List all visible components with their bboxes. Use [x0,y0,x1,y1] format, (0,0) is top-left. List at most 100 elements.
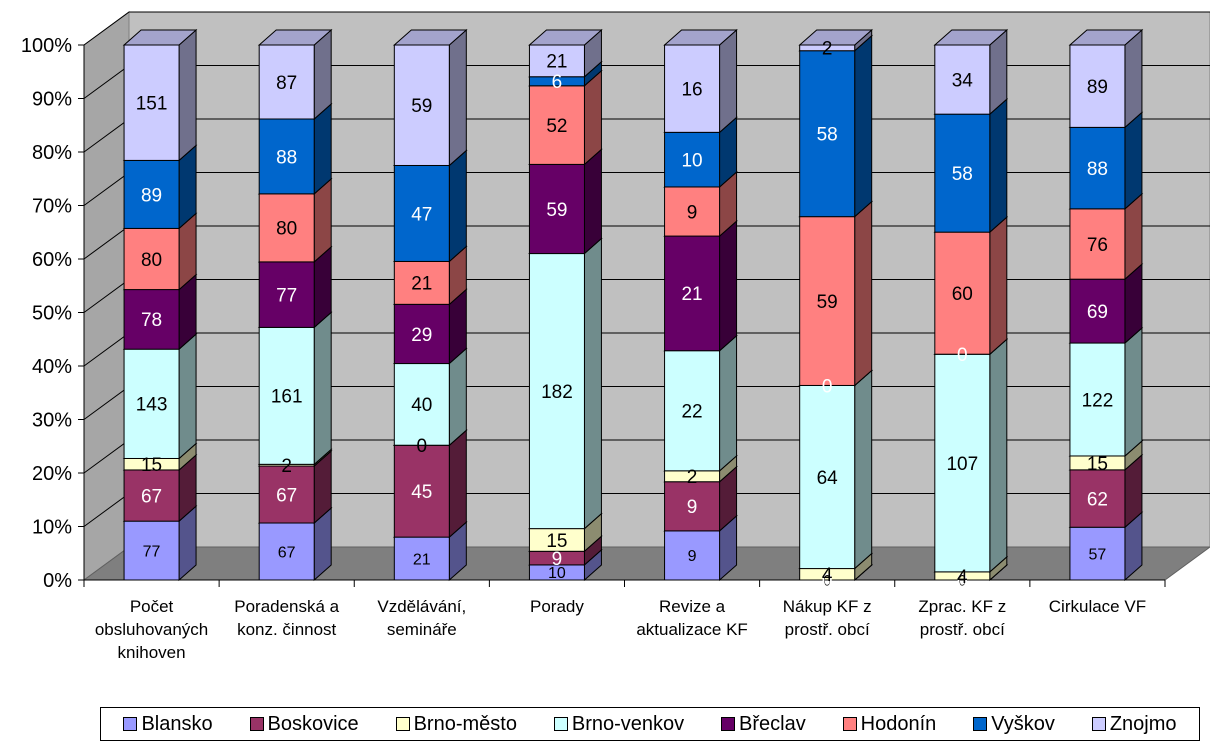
data-label: 4 [822,565,833,586]
y-tick-label: 100% [21,35,72,57]
data-label: 9 [552,549,563,570]
x-tick-label: Revize a [659,597,726,616]
bar-segment [1069,208,1126,280]
data-label: 9 [688,548,697,565]
data-label: 15 [546,531,567,552]
data-label: 77 [276,285,297,306]
bar-segment [393,303,450,365]
bars: 7767151437880891516767216177808887214504… [122,28,1144,592]
legend-item: Brno-město [395,712,517,736]
bar-segment [1069,526,1126,581]
x-tick-label: aktualizace KF [636,620,748,639]
bar-segment [123,44,180,161]
data-label: 34 [952,70,974,91]
y-tick-label: 60% [32,249,72,271]
y-tick-label: 80% [32,142,72,164]
data-label: 67 [276,485,297,506]
bar-segment [799,384,856,570]
y-tick-label: 90% [32,89,72,111]
bar-segment [1069,44,1126,128]
legend-item: Blansko [123,713,213,736]
bar-side [854,34,873,218]
x-tick-label: Zprac. KF z [918,597,1006,616]
legend-item: Brno-venkov [553,712,685,736]
x-tick-label: Vzdělávání, [377,597,466,616]
data-label: 10 [681,150,702,171]
bar-segment [393,44,450,166]
bar-side [178,28,197,162]
bar-segment [934,231,991,355]
data-label: 0 [417,436,428,457]
legend-swatch [1091,717,1106,731]
data-label: 16 [681,80,702,101]
data-label: 107 [946,454,978,475]
bar-segment [664,530,721,581]
bar-segment [393,260,450,305]
bar-segment [123,520,180,581]
data-label: 21 [411,274,432,295]
bar-segment [1069,342,1126,457]
bar-segment [1069,126,1126,210]
data-label: 2 [687,467,698,488]
bar-side [1124,28,1143,129]
data-label: 80 [141,250,162,271]
bar-segment [393,363,450,446]
x-tick-label: prostř. obcí [920,620,1005,639]
bar-segment [393,536,450,581]
data-label: 2 [281,456,292,477]
data-label: 0 [957,571,968,592]
bar-segment [393,164,450,262]
data-label: 29 [411,325,432,346]
data-label: 151 [136,94,168,115]
bar-side [989,98,1008,234]
data-label: 4 [957,567,968,588]
y-tick-label: 0% [43,570,72,592]
legend-label: Hodonín [860,712,937,735]
y-tick-label: 50% [32,303,72,325]
data-label: 122 [1082,390,1114,411]
bar-side [448,347,467,447]
legend-label: Brno-venkov [571,712,685,735]
data-label: 45 [411,482,432,503]
data-label: 22 [681,402,702,423]
bar-segment [664,481,721,532]
legend-swatch [973,717,988,731]
data-label: 59 [546,200,567,221]
bar-segment [664,350,721,472]
legend-label: Znojmo [1109,712,1177,735]
data-label: 15 [1087,454,1108,475]
legend: Blansko Boskovice Brno-město Brno-venkov Bře… [100,707,1200,741]
bar-segment [123,469,180,522]
bar-side [583,148,602,255]
bar-stack: 57 62 15 122 69 76 88 89 [1068,28,1144,582]
legend-label: Brno-město [413,712,517,735]
bar-stack: 21 45 0 40 29 21 47 59 [392,28,468,582]
bar-segment [123,159,180,229]
data-label: 161 [271,387,303,408]
legend-swatch [123,717,138,731]
bar-segment [664,131,721,188]
data-label: 182 [541,382,573,403]
bar-segment [934,113,991,233]
data-label: 67 [141,486,162,507]
legend-swatch [249,717,264,731]
data-label: 78 [141,310,162,331]
bar-side [448,429,467,539]
data-label: 21 [413,551,431,568]
bar-segment [664,44,721,133]
bar-side [448,28,467,167]
y-tick-label: 70% [32,196,72,218]
data-label: 47 [411,204,432,225]
bar-segment [258,326,315,465]
bar-stack: 67 67 2 161 77 80 88 87 [257,28,333,582]
data-label: 62 [1087,489,1108,510]
bar-segment [799,216,856,386]
bar-side [719,28,738,134]
legend-label: Břeclav [739,712,806,735]
bar-segment [528,44,585,78]
legend-swatch [553,717,568,731]
bar-segment [528,253,585,530]
bar-side [583,237,602,530]
